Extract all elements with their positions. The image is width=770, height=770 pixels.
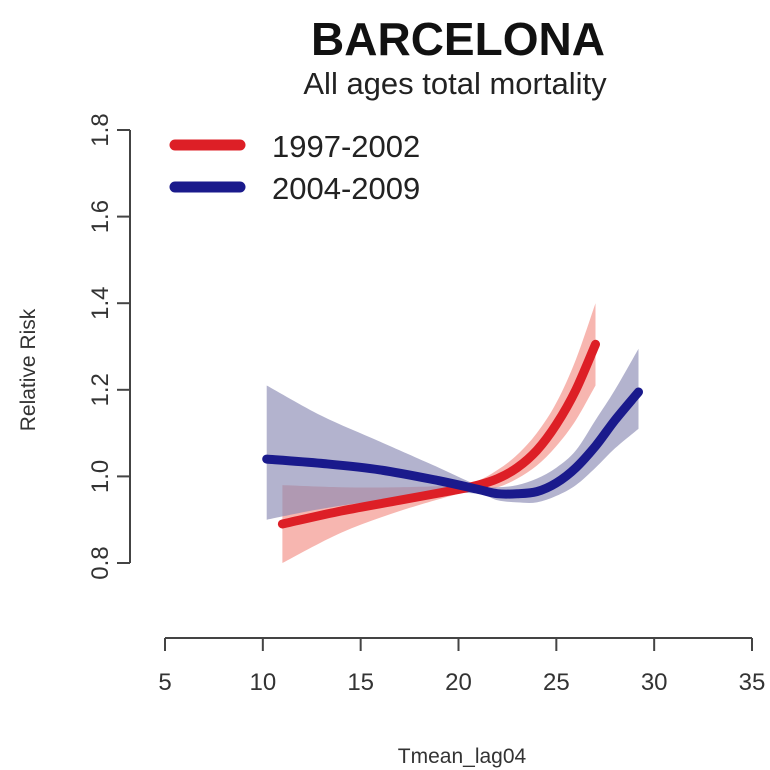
confidence-band-2004-2009 xyxy=(266,348,639,520)
axes xyxy=(129,130,752,639)
x-tick-label: 30 xyxy=(641,669,668,696)
x-tick-label: 15 xyxy=(347,669,374,696)
y-tick-label: 1.6 xyxy=(87,200,114,233)
x-tick-label: 20 xyxy=(445,669,472,696)
y-tick-label: 1.0 xyxy=(87,460,114,493)
y-tick-label: 1.2 xyxy=(87,373,114,406)
x-tick-label: 35 xyxy=(739,669,766,696)
series-line-2004-2009 xyxy=(262,387,643,499)
y-axis-label: Relative Risk xyxy=(17,308,40,431)
y-tick-label: 1.8 xyxy=(87,113,114,146)
x-axis-ticks: 5 10 15 20 25 30 35 xyxy=(158,638,765,696)
chart-title: BARCELONA xyxy=(311,13,605,65)
y-tick-label: 1.4 xyxy=(87,287,114,320)
legend: 1997-2002 2004-2009 xyxy=(169,129,420,206)
y-axis-ticks: 0.8 1.0 1.2 1.4 1.6 1.8 xyxy=(87,113,130,580)
x-axis-label: Tmean_lag04 xyxy=(398,745,527,768)
x-tick-label: 10 xyxy=(249,669,276,696)
x-tick-label: 5 xyxy=(158,669,171,696)
y-tick-label: 0.8 xyxy=(87,546,114,579)
legend-label-1997-2002: 1997-2002 xyxy=(272,129,420,164)
series-lines xyxy=(262,339,643,529)
series-line-1997-2002 xyxy=(277,339,600,529)
confidence-bands xyxy=(266,303,639,563)
chart-subtitle: All ages total mortality xyxy=(303,66,607,101)
legend-label-2004-2009: 2004-2009 xyxy=(272,171,420,206)
x-tick-label: 25 xyxy=(543,669,570,696)
